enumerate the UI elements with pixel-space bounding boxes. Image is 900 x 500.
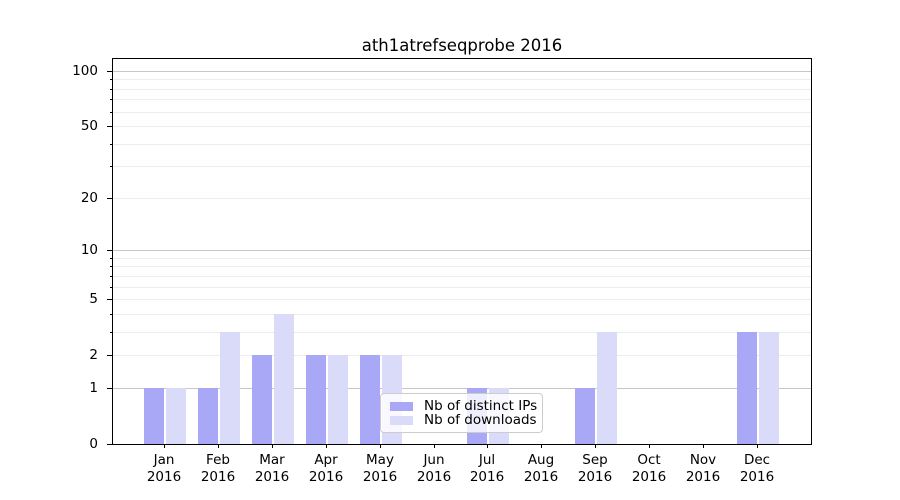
x-tick-label-nov: Nov 2016 [685,452,721,485]
bar-downloads-apr [328,355,348,444]
gridline-20 [113,198,811,199]
x-tick-mark [703,444,704,448]
gridline-5 [113,299,811,300]
bar-distinct-ips-jan [144,388,164,444]
legend-swatch-downloads [390,415,413,425]
y-tick-mark [107,299,112,300]
x-tick-label-feb: Feb 2016 [200,452,236,485]
y-tick-mark [107,388,112,389]
minor-gridline [113,112,811,113]
bar-distinct-ips-may [360,355,380,444]
legend-item-downloads: Nb of downloads [390,412,537,428]
x-tick-mark [595,444,596,448]
bar-distinct-ips-apr [306,355,326,444]
minor-gridline [113,99,811,100]
minor-gridline [113,258,811,259]
y-tick-label-20: 20 [80,190,98,206]
x-tick-label-apr: Apr 2016 [308,452,344,485]
minor-gridline [113,276,811,277]
x-tick-label-aug: Aug 2016 [523,452,559,485]
x-tick-mark [757,444,758,448]
y-minor-tick-mark [110,79,112,80]
bar-downloads-jan [166,388,186,444]
bar-downloads-sep [597,332,617,444]
gridline-10 [113,250,811,251]
x-tick-mark [326,444,327,448]
legend-label-downloads: Nb of downloads [424,412,537,428]
bar-downloads-feb [220,332,240,444]
y-minor-tick-mark [110,314,112,315]
y-minor-tick-mark [110,276,112,277]
y-tick-label-1: 1 [89,380,98,396]
y-tick-label-5: 5 [89,291,98,307]
bar-downloads-mar [274,314,294,444]
y-tick-label-10: 10 [80,242,98,258]
x-tick-label-oct: Oct 2016 [631,452,667,485]
y-minor-tick-mark [110,99,112,100]
y-minor-tick-mark [110,89,112,90]
minor-gridline [113,287,811,288]
minor-gridline [113,89,811,90]
plot-area: Nb of distinct IPs Nb of downloads [112,58,812,445]
x-tick-label-jan: Jan 2016 [146,452,182,485]
y-tick-label-50: 50 [80,118,98,134]
x-tick-mark [487,444,488,448]
minor-gridline [113,266,811,267]
gridline-2 [113,355,811,356]
minor-gridline [113,144,811,145]
gridline-50 [113,126,811,127]
y-minor-tick-mark [110,332,112,333]
y-tick-label-100: 100 [72,63,98,79]
minor-gridline [113,314,811,315]
y-minor-tick-mark [110,112,112,113]
x-tick-mark [434,444,435,448]
y-tick-mark [107,198,112,199]
legend: Nb of distinct IPs Nb of downloads [380,393,543,433]
bar-distinct-ips-feb [198,388,218,444]
bar-distinct-ips-sep [575,388,595,444]
x-tick-label-dec: Dec 2016 [739,452,775,485]
y-tick-label-0: 0 [89,436,98,452]
y-minor-tick-mark [110,287,112,288]
bar-distinct-ips-mar [252,355,272,444]
x-tick-mark [541,444,542,448]
gridline-1 [113,388,811,389]
y-minor-tick-mark [110,258,112,259]
legend-item-distinct-ips: Nb of distinct IPs [390,398,538,414]
x-tick-mark [380,444,381,448]
x-tick-label-may: May 2016 [362,452,398,485]
chart-title: ath1atrefseqprobe 2016 [361,36,563,55]
legend-swatch-distinct-ips [390,401,413,411]
x-tick-mark [272,444,273,448]
y-minor-tick-mark [110,144,112,145]
minor-gridline [113,79,811,80]
x-tick-mark [164,444,165,448]
y-tick-mark [107,71,112,72]
gridline-100 [113,71,811,72]
y-tick-mark [107,444,112,445]
y-minor-tick-mark [110,166,112,167]
x-tick-label-mar: Mar 2016 [254,452,290,485]
x-tick-mark [649,444,650,448]
x-tick-label-sep: Sep 2016 [577,452,613,485]
bar-distinct-ips-dec [737,332,757,444]
y-tick-label-2: 2 [89,347,98,363]
y-minor-tick-mark [110,266,112,267]
minor-gridline [113,166,811,167]
y-tick-mark [107,355,112,356]
minor-gridline [113,332,811,333]
x-tick-mark [218,444,219,448]
y-tick-mark [107,250,112,251]
y-tick-mark [107,126,112,127]
bar-downloads-dec [759,332,779,444]
legend-label-distinct-ips: Nb of distinct IPs [424,398,538,414]
x-tick-label-jul: Jul 2016 [469,452,505,485]
x-tick-label-jun: Jun 2016 [416,452,452,485]
